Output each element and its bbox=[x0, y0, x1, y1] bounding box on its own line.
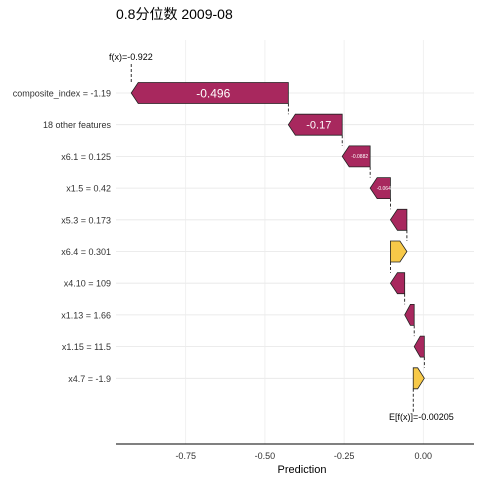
x-tick-label: -0.75 bbox=[175, 451, 196, 461]
waterfall-bar bbox=[389, 272, 406, 295]
waterfall-bar bbox=[390, 240, 408, 263]
feature-label: x1.13 = 1.66 bbox=[61, 310, 111, 320]
feature-label: x1.5 = 0.42 bbox=[66, 184, 111, 194]
waterfall-bar bbox=[341, 145, 371, 168]
x-tick-label: -0.50 bbox=[255, 451, 276, 461]
expected-value-label: E[f(x)]=-0.00205 bbox=[389, 412, 454, 422]
bars: -0.496 -0.17 -0.0882 -0.064 bbox=[130, 82, 425, 390]
bar-value-label: -0.064 bbox=[377, 186, 391, 192]
waterfall-bar bbox=[369, 177, 391, 200]
fx-label: f(x)=-0.922 bbox=[109, 52, 153, 62]
feature-labels: composite_index = -1.19 18 other features… bbox=[13, 89, 112, 384]
bar-value-label: -0.17 bbox=[306, 120, 331, 132]
feature-label: x6.4 = 0.301 bbox=[61, 247, 111, 257]
feature-label: 18 other features bbox=[43, 120, 112, 130]
feature-label: x1.15 = 11.5 bbox=[62, 342, 111, 352]
connectors bbox=[130, 64, 425, 412]
x-tick-label: -0.25 bbox=[334, 451, 355, 461]
waterfall-bar bbox=[130, 82, 289, 104]
feature-label: composite_index = -1.19 bbox=[13, 89, 111, 99]
waterfall-bar bbox=[287, 113, 343, 136]
feature-label: x4.10 = 109 bbox=[64, 279, 111, 289]
bar-value-label: -0.0882 bbox=[351, 154, 368, 160]
waterfall-bar bbox=[389, 208, 408, 231]
x-tick-label: 0.00 bbox=[415, 451, 433, 461]
waterfall-bar bbox=[413, 335, 425, 358]
feature-label: x5.3 = 0.173 bbox=[61, 215, 111, 225]
waterfall-bar bbox=[412, 367, 425, 390]
chart-title: 0.8分位数 2009-08 bbox=[116, 6, 233, 22]
x-ticks: -0.75 -0.50 -0.25 0.00 bbox=[175, 451, 432, 461]
bar-value-label: -0.496 bbox=[196, 86, 230, 100]
x-axis-label: Prediction bbox=[278, 464, 327, 476]
waterfall-bar bbox=[404, 303, 415, 326]
feature-label: x6.1 = 0.125 bbox=[61, 152, 111, 162]
feature-label: x4.7 = -1.9 bbox=[68, 374, 111, 384]
